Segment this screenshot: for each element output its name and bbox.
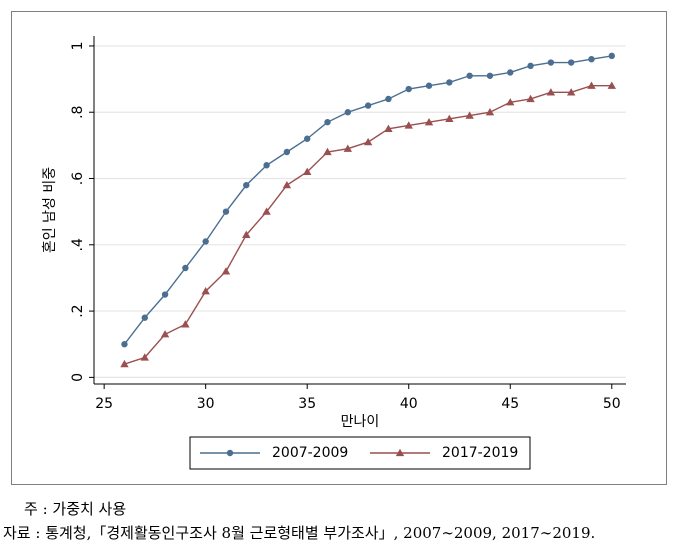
x-tick-label: 45: [501, 396, 519, 412]
data-point: [202, 238, 209, 245]
x-tick-label: 25: [95, 396, 113, 412]
y-tick-label: .8: [70, 106, 86, 119]
legend-marker: [226, 449, 234, 457]
data-point: [486, 72, 494, 79]
data-point: [566, 88, 576, 96]
data-point: [587, 81, 596, 89]
plot-area: [94, 36, 626, 384]
data-point: [588, 56, 595, 63]
data-point: [181, 320, 190, 328]
data-point: [363, 137, 373, 146]
y-tick-label: .6: [70, 172, 86, 185]
data-point: [303, 167, 312, 176]
data-point: [282, 180, 292, 189]
data-point: [323, 147, 332, 156]
data-point: [465, 111, 474, 119]
data-point: [222, 208, 230, 215]
data-point: [607, 81, 616, 89]
data-point: [485, 108, 495, 116]
data-point: [526, 94, 535, 103]
data-point: [567, 59, 575, 66]
data-point: [344, 109, 352, 116]
note-weight: 주 : 가중치 사용: [24, 500, 127, 518]
legend-marker: [395, 448, 405, 457]
data-point: [404, 121, 413, 129]
data-point: [608, 52, 615, 60]
y-tick-label: .4: [70, 238, 86, 251]
x-tick-label: 50: [603, 396, 621, 412]
data-point: [445, 114, 454, 123]
data-point: [263, 162, 270, 169]
data-point: [283, 148, 291, 156]
y-tick-label: 0: [70, 373, 86, 382]
y-tick-label: .2: [70, 304, 86, 317]
data-point: [384, 124, 393, 132]
data-point: [304, 135, 311, 142]
x-tick-label: 40: [400, 396, 418, 412]
data-point: [466, 72, 473, 79]
data-point: [547, 59, 555, 66]
data-point: [385, 95, 392, 103]
data-point: [324, 118, 331, 126]
x-axis-title: 만나이: [341, 414, 380, 430]
data-point: [140, 353, 149, 361]
data-point: [343, 144, 353, 152]
note-source: 자료 : 통계청,「경제활동인구조사 8월 근로형태별 부가조사」, 2007∼…: [3, 524, 596, 542]
data-point: [262, 207, 271, 215]
data-point: [243, 181, 250, 189]
data-point: [506, 98, 515, 106]
data-point: [446, 79, 453, 86]
data-point: [161, 291, 169, 298]
data-point: [424, 117, 434, 126]
line-chart: 0 .2 .4 .6 .8 1 25 30 35 40 45 50 만나이 혼인 남성 비중 2007-20…: [42, 36, 626, 470]
data-point: [425, 82, 433, 89]
y-tick-label: 1: [70, 41, 86, 50]
chart-frame: 0 .2 .4 .6 .8 1 25 30 35 40 45 50 만나이 혼인 남성 비중 2007-20…: [11, 11, 667, 485]
data-point: [141, 314, 148, 321]
data-point: [221, 267, 231, 275]
data-point: [201, 287, 210, 295]
data-point: [527, 62, 534, 70]
data-point: [546, 88, 556, 96]
legend-label: 2017-2019: [442, 445, 518, 461]
data-point: [120, 359, 129, 368]
data-point: [364, 102, 372, 109]
data-point: [242, 230, 251, 239]
data-point: [405, 85, 412, 93]
legend-label: 2007-2009: [272, 445, 348, 461]
data-point: [507, 69, 514, 76]
data-point: [182, 264, 189, 272]
x-tick-label: 35: [298, 396, 316, 412]
data-point: [160, 330, 170, 338]
data-point: [121, 341, 128, 348]
y-axis-title: 혼인 남성 비중: [42, 167, 58, 253]
x-tick-label: 30: [197, 396, 215, 412]
